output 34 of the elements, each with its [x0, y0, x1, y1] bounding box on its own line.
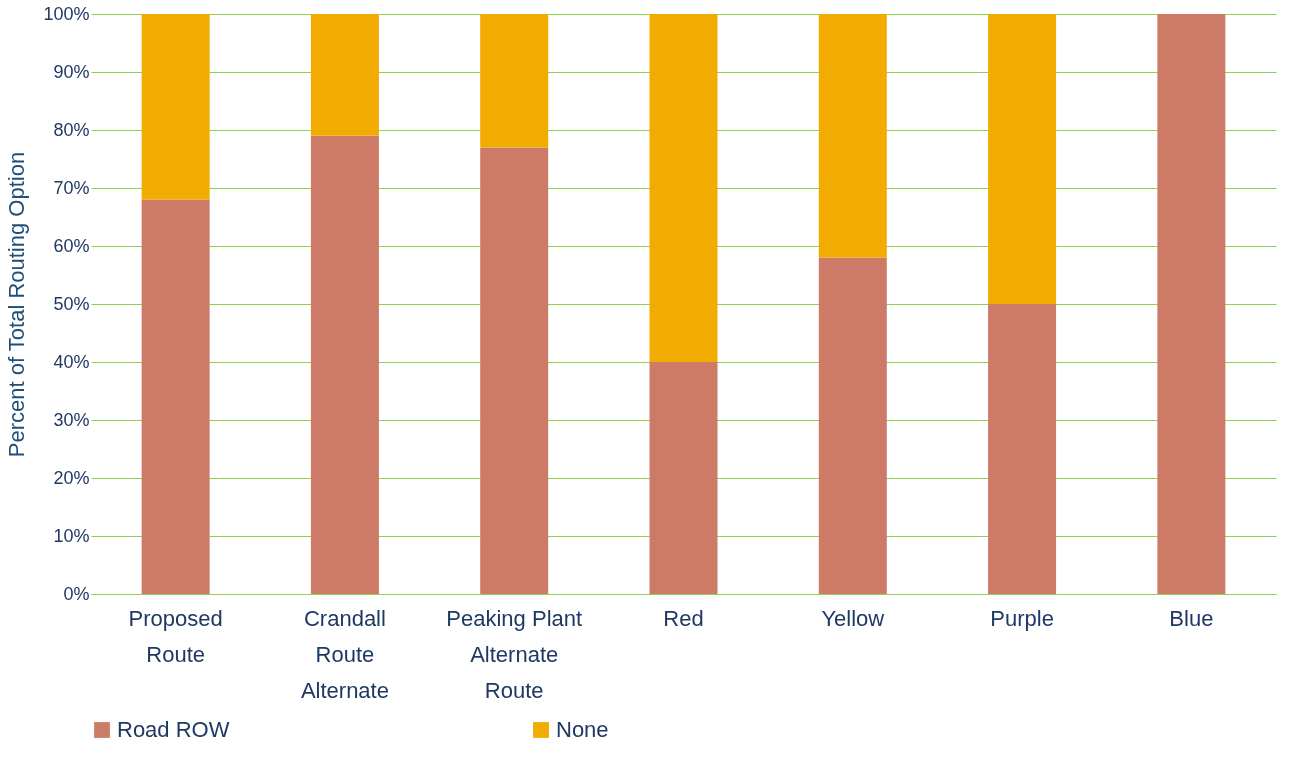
bar	[988, 304, 1057, 594]
y-tick-label: 100%	[43, 3, 90, 24]
bar	[141, 14, 210, 200]
y-tick-label: 30%	[53, 409, 90, 430]
x-tick-label: Red	[663, 605, 704, 631]
y-tick-label: 80%	[53, 119, 90, 140]
x-tick-label: Crandall Route Alternate	[300, 605, 389, 703]
x-tick-label: Purple	[990, 605, 1054, 631]
bar	[649, 14, 718, 362]
bar	[480, 14, 549, 148]
bar	[1157, 14, 1226, 594]
bar	[818, 257, 887, 594]
bar	[988, 14, 1057, 304]
legend-label: Road ROW	[117, 717, 230, 742]
bar	[649, 362, 718, 594]
y-tick-label: 60%	[53, 235, 90, 256]
y-tick-label: 0%	[63, 583, 90, 604]
y-axis-title: Percent of Total Routing Option	[4, 151, 30, 458]
y-tick-label: 90%	[53, 61, 90, 82]
y-tick-label: 20%	[53, 467, 90, 488]
x-tick-label: Yellow	[821, 605, 885, 631]
y-tick-label: 70%	[53, 177, 90, 198]
x-tick-label: Proposed Route	[128, 605, 223, 667]
y-tick-label: 50%	[53, 293, 90, 314]
legend-label: None	[556, 717, 609, 742]
x-tick-label: Blue	[1169, 605, 1214, 631]
x-tick-label: Peaking Plant Alternate Route	[446, 605, 583, 703]
bar	[310, 14, 379, 136]
bar	[480, 147, 549, 594]
y-tick-label: 40%	[53, 351, 90, 372]
bar	[818, 14, 887, 258]
bar	[310, 135, 379, 594]
y-tick-label: 10%	[53, 525, 90, 546]
bar	[141, 199, 210, 594]
